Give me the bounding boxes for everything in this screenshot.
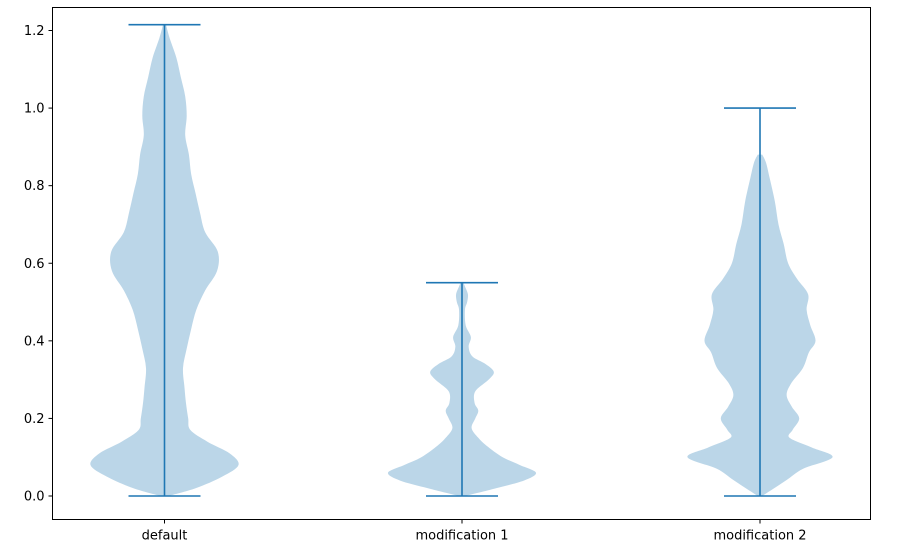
y-tick-label: 1.2 xyxy=(24,24,45,39)
y-tick-label: 0.6 xyxy=(24,257,45,272)
violin-lines xyxy=(128,23,796,497)
x-tick-label: modification 1 xyxy=(415,529,508,544)
y-axis: 0.0 0.2 0.4 0.6 0.8 1.0 1.2 xyxy=(24,24,53,505)
y-tick-label: 0.0 xyxy=(24,490,45,505)
y-tick-label: 0.2 xyxy=(24,412,45,427)
x-tick-label: modification 2 xyxy=(713,529,806,544)
y-tick-label: 0.8 xyxy=(24,179,45,194)
y-tick-label: 1.0 xyxy=(24,102,45,117)
y-tick-label: 0.4 xyxy=(24,334,45,349)
x-tick-label: default xyxy=(142,529,188,544)
x-axis: default modification 1 modification 2 xyxy=(142,519,807,544)
